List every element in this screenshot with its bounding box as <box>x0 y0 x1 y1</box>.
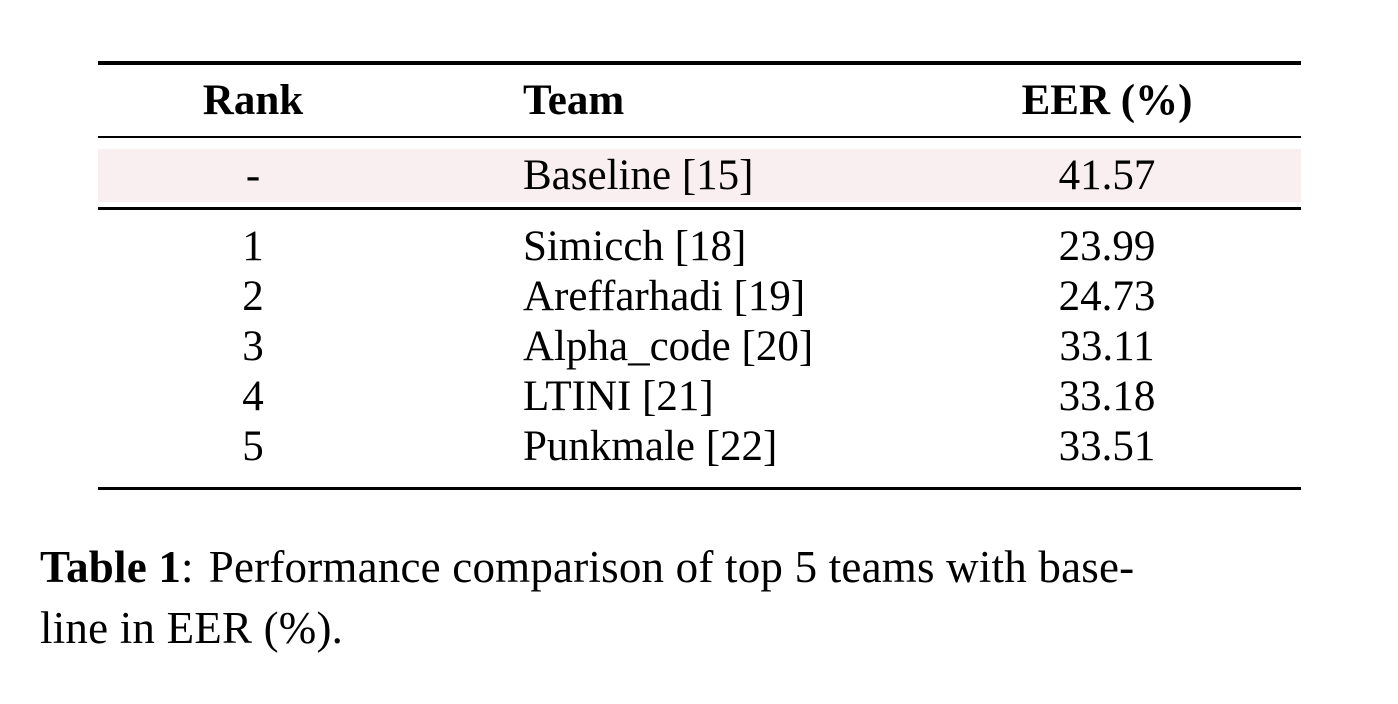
caption-label: Table 1 <box>40 542 182 592</box>
table-mid-rule <box>98 207 1301 210</box>
table-top-rule <box>98 61 1301 65</box>
table-row: 2 Areffarhadi [19] 24.73 <box>98 272 1301 322</box>
table-header-row: Rank Team EER (%) <box>98 65 1301 136</box>
table-header-rule <box>98 135 1301 138</box>
table-row: 4 LTINI [21] 33.18 <box>98 372 1301 422</box>
caption-colon: : <box>181 542 194 592</box>
team-cell: Simicch [18] <box>523 223 747 270</box>
baseline-team-cell: Baseline [15] <box>523 152 754 199</box>
eer-cell: 33.18 <box>1058 373 1156 420</box>
table-body: 1 Simicch [18] 23.99 2 Areffarhadi [19] … <box>98 210 1301 487</box>
rank-cell: 1 <box>242 223 264 270</box>
rank-cell: 5 <box>242 423 264 470</box>
rank-cell: 3 <box>242 323 264 370</box>
col-header-team: Team <box>523 76 625 124</box>
baseline-row: - Baseline [15] 41.57 <box>98 149 1301 202</box>
eer-cell: 23.99 <box>1058 223 1156 270</box>
table-row: 3 Alpha_code [20] 33.11 <box>98 322 1301 372</box>
rank-cell: 4 <box>242 373 264 420</box>
team-cell: Areffarhadi [19] <box>523 273 806 320</box>
rank-cell: 2 <box>242 273 264 320</box>
baseline-rank-cell: - <box>245 152 261 199</box>
eer-cell: 24.73 <box>1058 273 1156 320</box>
col-header-eer: EER (%) <box>1021 76 1193 124</box>
table-row: 1 Simicch [18] 23.99 <box>98 222 1301 272</box>
team-cell: LTINI [21] <box>523 373 714 420</box>
eer-cell: 33.11 <box>1059 323 1155 370</box>
results-table: Rank Team EER (%) - Baseline [15] 41.57 … <box>98 61 1301 490</box>
baseline-eer-cell: 41.57 <box>1058 152 1156 199</box>
table-bottom-rule <box>98 486 1301 490</box>
team-cell: Punkmale [22] <box>523 423 778 470</box>
eer-cell: 33.51 <box>1058 423 1156 470</box>
table-row: 5 Punkmale [22] 33.51 <box>98 422 1301 472</box>
col-header-rank: Rank <box>202 76 304 124</box>
team-cell: Alpha_code [20] <box>523 323 814 370</box>
table-caption: Table 1: Performance comparison of top 5 … <box>40 537 1396 659</box>
caption-text: Performance comparison of top 5 teams wi… <box>40 542 1135 653</box>
